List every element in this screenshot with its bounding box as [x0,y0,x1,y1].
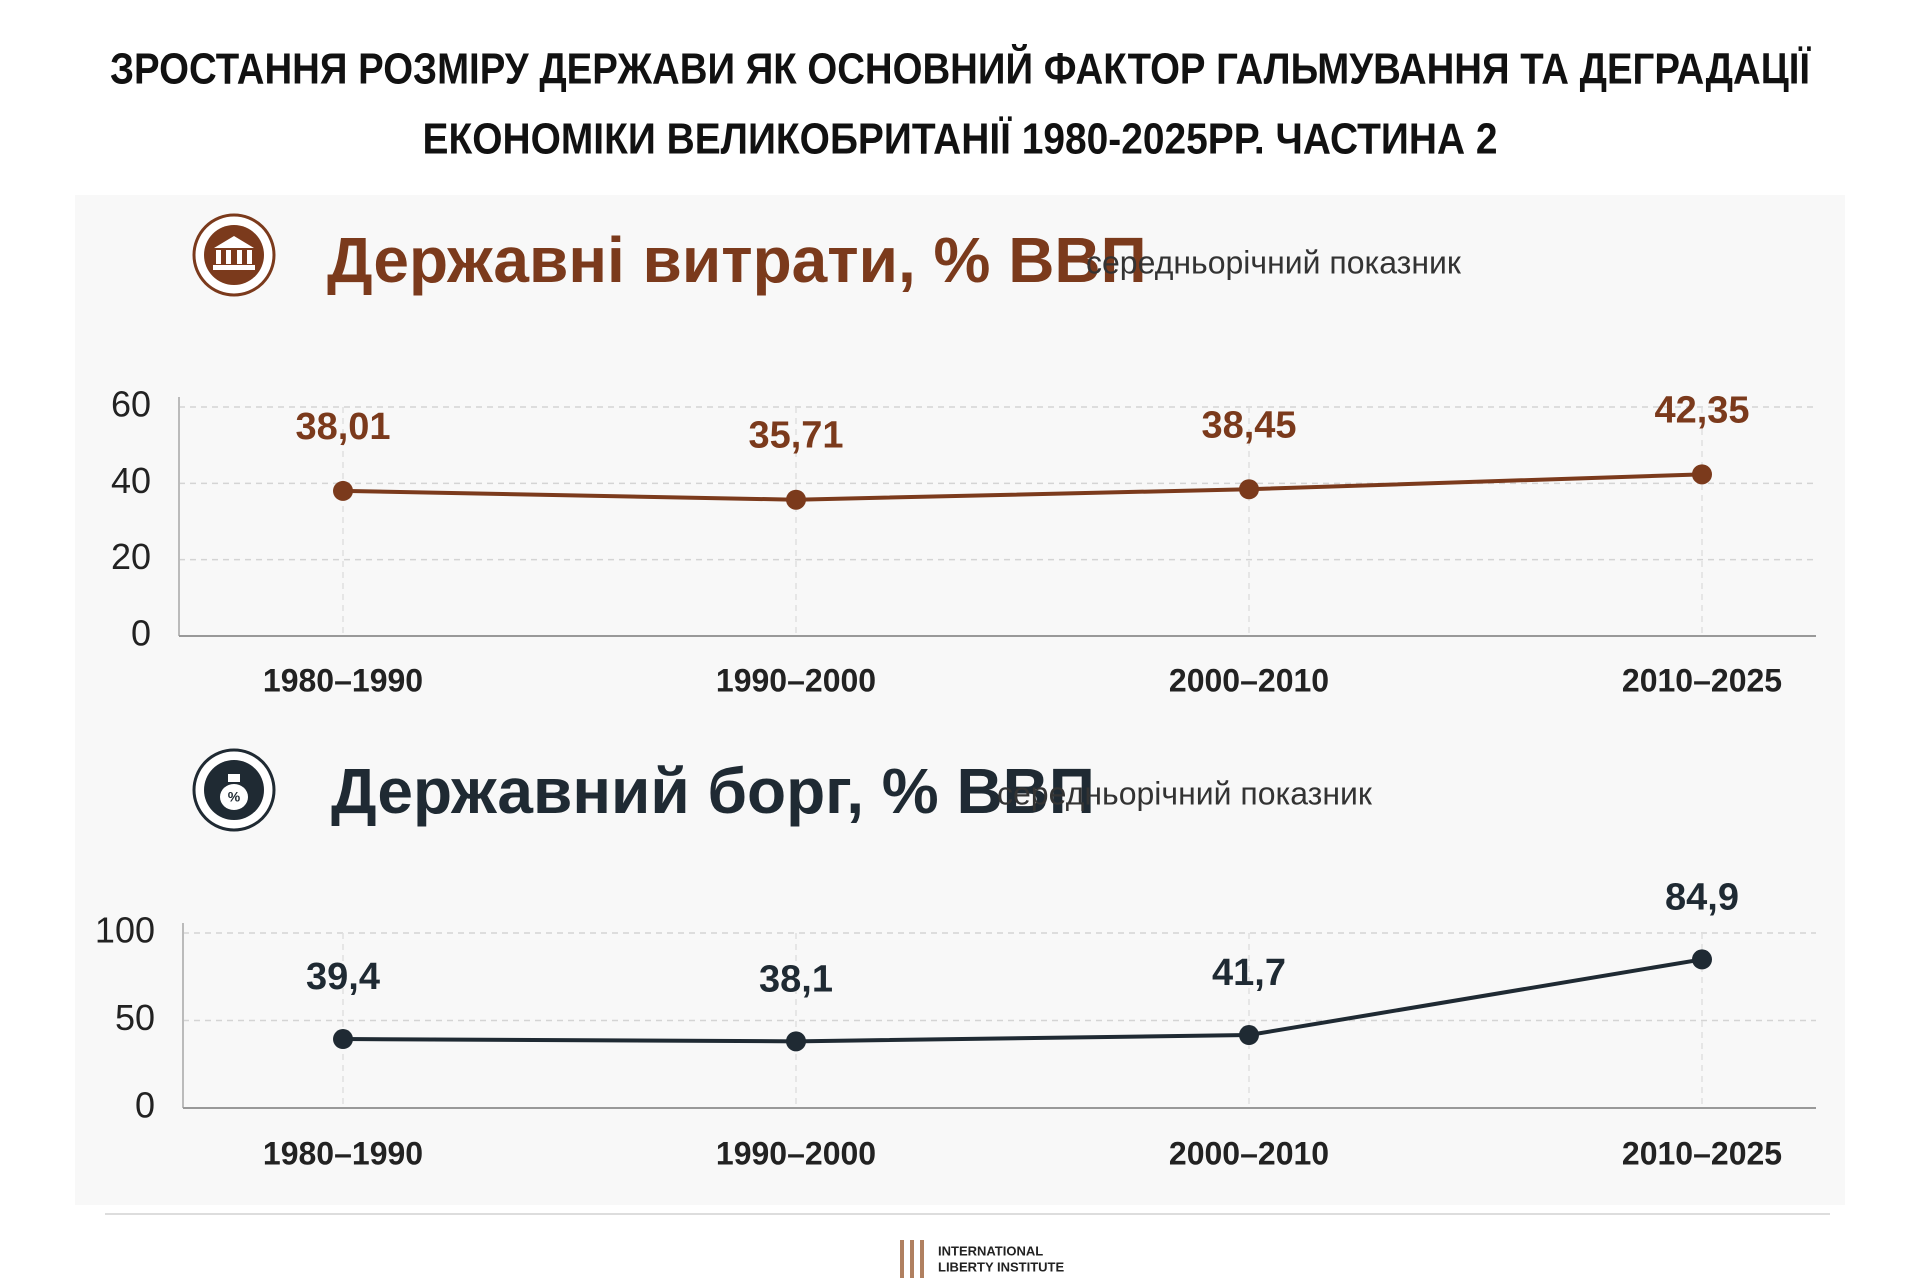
logo: INTERNATIONAL LIBERTY INSTITUTE [900,1240,1064,1278]
x-tick-label: 1990–2000 [716,662,876,698]
y-tick-label: 100 [95,910,155,951]
chart-title: Державний борг, % ВВП [331,755,1095,827]
point [1239,1025,1259,1046]
logo-text: LIBERTY INSTITUTE [938,1259,1064,1274]
point [333,1029,353,1050]
y-tick-label: 50 [115,997,155,1038]
point [786,489,806,510]
value-label: 42,35 [1654,389,1749,431]
x-tick-label: 2010–2025 [1622,662,1782,698]
chart-title: Державні витрати, % ВВП [327,224,1147,296]
value-label: 38,01 [295,406,390,448]
y-tick-label: 60 [111,384,151,425]
y-tick-label: 0 [135,1085,155,1126]
chart-subtitle: середньорічний показник [1086,244,1462,280]
value-label: 41,7 [1212,952,1286,994]
x-tick-label: 1990–2000 [716,1135,876,1171]
logo-text: INTERNATIONAL [938,1243,1043,1258]
line [342,472,1703,502]
y-tick-label: 0 [131,613,151,654]
page-title: ЕКОНОМІКИ ВЕЛИКОБРИТАНІЇ 1980-2025РР. ЧА… [423,115,1498,164]
svg-text:%: % [228,789,241,805]
x-tick-label: 1980–1990 [263,662,423,698]
value-label: 38,45 [1201,404,1296,446]
x-tick-label: 1980–1990 [263,1135,423,1171]
x-tick-label: 2010–2025 [1622,1135,1782,1171]
y-tick-label: 40 [111,460,151,501]
value-label: 84,9 [1665,876,1739,918]
point [786,1031,806,1052]
point [1692,464,1712,485]
panel [75,195,1845,1205]
y-tick-label: 20 [111,536,151,577]
icon-bank [192,213,276,297]
chart-subtitle: середньорічний показник [997,775,1373,811]
point [333,480,353,501]
line [342,957,1703,1044]
x-tick-label: 2000–2010 [1169,1135,1329,1171]
point [1239,479,1259,500]
value-label: 35,71 [748,415,843,457]
page-title: ЗРОСТАННЯ РОЗМІРУ ДЕРЖАВИ ЯК ОСНОВНИЙ ФА… [110,43,1812,94]
value-label: 38,1 [759,958,833,1000]
point [1692,949,1712,970]
value-label: 39,4 [306,956,380,998]
x-tick-label: 2000–2010 [1169,662,1329,698]
icon-bag: % [192,748,276,832]
